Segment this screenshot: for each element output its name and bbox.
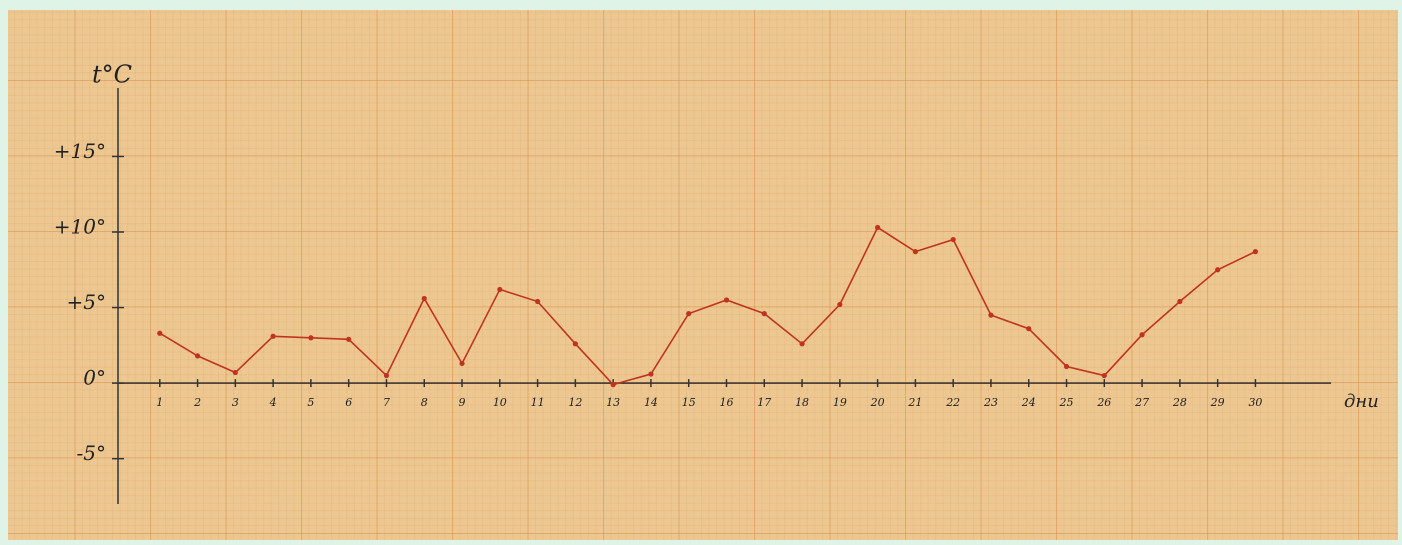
y-tick-label: +10° <box>54 215 106 239</box>
data-point <box>497 286 503 293</box>
x-tick-label: 29 <box>1210 396 1225 409</box>
data-point <box>761 311 767 317</box>
data-point <box>270 333 276 339</box>
data-point <box>723 297 730 303</box>
x-tick-label: 8 <box>421 396 428 409</box>
data-point <box>308 335 314 341</box>
x-tick-label: 20 <box>870 396 885 409</box>
x-tick-label: 13 <box>606 396 620 409</box>
y-tick-label: 0° <box>83 366 106 390</box>
data-point <box>157 330 163 336</box>
x-tick-label: 23 <box>983 396 998 409</box>
data-point <box>534 298 541 305</box>
data-point <box>1026 326 1032 332</box>
x-axis-label: дни <box>1344 391 1379 412</box>
x-tick-label: 22 <box>945 396 960 409</box>
x-tick-label: 1 <box>156 396 163 409</box>
paper-grid <box>8 10 1398 540</box>
data-point <box>194 353 201 359</box>
data-point <box>875 224 881 231</box>
x-tick-label: 2 <box>193 396 201 409</box>
x-tick-label: 19 <box>833 396 847 409</box>
data-point <box>950 236 956 243</box>
data-point <box>383 372 390 379</box>
data-point <box>988 312 994 318</box>
x-tick-label: 26 <box>1096 396 1111 409</box>
y-tick-label: +5° <box>67 290 106 314</box>
x-tick-label: 17 <box>757 396 771 409</box>
x-tick-label: 27 <box>1134 396 1149 409</box>
data-point <box>1215 267 1221 273</box>
x-tick-label: 21 <box>907 396 922 409</box>
data-point <box>1177 298 1183 305</box>
data-point <box>1063 363 1070 370</box>
x-tick-label: 6 <box>345 396 352 409</box>
data-point <box>912 249 919 255</box>
data-point <box>1139 332 1145 338</box>
data-point <box>346 336 352 342</box>
x-tick-label: 30 <box>1248 396 1262 409</box>
data-point <box>648 371 654 377</box>
x-tick-label: 10 <box>493 396 507 409</box>
x-tick-label: 9 <box>459 396 466 409</box>
x-tick-label: 15 <box>682 396 696 409</box>
data-point <box>799 341 805 347</box>
x-tick-label: 16 <box>720 396 734 409</box>
x-tick-label: 12 <box>568 396 582 409</box>
data-point <box>1101 372 1107 379</box>
x-tick-label: 28 <box>1172 396 1187 409</box>
x-tick-label: 25 <box>1059 396 1074 409</box>
x-tick-label: 24 <box>1021 396 1036 409</box>
data-point <box>459 360 465 367</box>
data-point <box>1252 249 1259 255</box>
temperature-line <box>159 226 1256 386</box>
x-tick-label: 4 <box>269 396 277 409</box>
y-tick-label: +15° <box>54 139 106 163</box>
x-tick-label: 18 <box>795 396 809 409</box>
data-point <box>232 369 238 376</box>
data-point <box>572 341 578 347</box>
x-tick-label: 14 <box>644 396 658 409</box>
x-tick-label: 3 <box>232 396 239 409</box>
x-tick-label: 5 <box>307 396 314 409</box>
data-point <box>610 382 616 388</box>
data-point <box>837 301 843 308</box>
x-tick-label: 7 <box>383 396 390 409</box>
x-tick-label: 11 <box>531 396 545 409</box>
y-tick-label: -5° <box>77 441 106 465</box>
data-point <box>421 295 427 302</box>
data-point <box>686 311 692 317</box>
y-axis-label: t°C <box>92 61 132 89</box>
